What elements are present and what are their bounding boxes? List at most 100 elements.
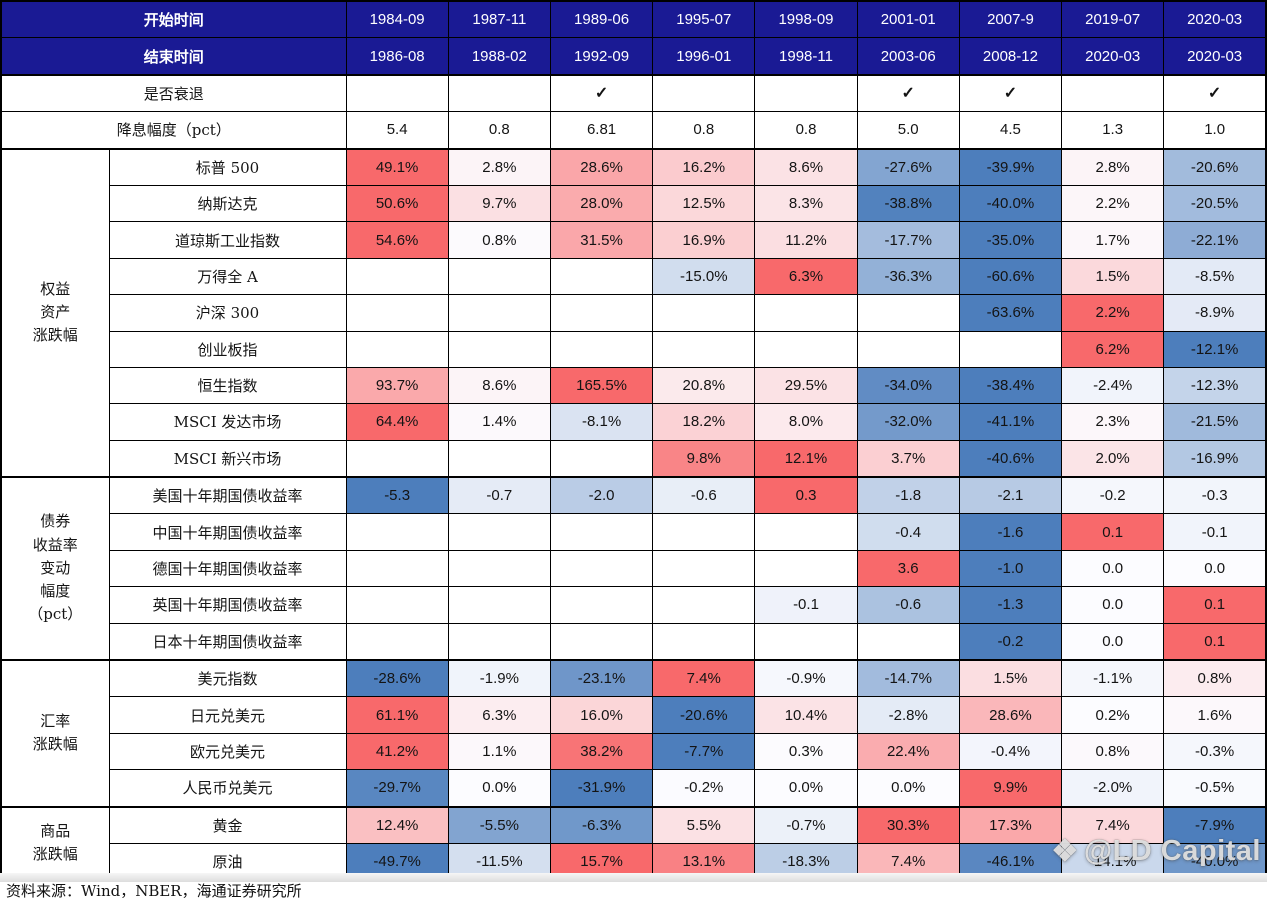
- value-cell: -12.1%: [1163, 330, 1267, 368]
- heatmap-table: 开始时间 1984-09 1987-11 1989-06 1995-07 1998-09 2…: [0, 0, 1267, 882]
- value-cell: 41.2%: [345, 732, 449, 771]
- value-cell: 3.7%: [856, 439, 960, 478]
- period-start-cell: 2001-01: [856, 0, 960, 39]
- rate-cut-cell: 5.0: [856, 111, 960, 150]
- value-cell: [345, 513, 449, 551]
- value-cell: -0.1: [1163, 513, 1267, 551]
- value-cell: [652, 622, 756, 661]
- value-cell: 11.2%: [754, 221, 858, 259]
- value-cell: 30.3%: [856, 805, 960, 844]
- value-cell: -17.7%: [856, 221, 960, 259]
- value-cell: -2.8%: [856, 696, 960, 734]
- value-cell: 0.8%: [447, 221, 551, 259]
- value-cell: 12.4%: [345, 805, 449, 844]
- value-cell: 2.0%: [1061, 439, 1165, 478]
- value-cell: 64.4%: [345, 403, 449, 441]
- value-cell: [754, 330, 858, 368]
- value-cell: 12.1%: [754, 439, 858, 478]
- rate-cut-cell: 4.5: [958, 111, 1063, 150]
- period-start-cell: 1989-06: [549, 0, 654, 39]
- value-cell: 8.0%: [754, 403, 858, 441]
- value-cell: -36.3%: [856, 257, 960, 296]
- period-start-cell: 2007-9: [958, 0, 1063, 39]
- recession-cell: [345, 73, 449, 113]
- value-cell: 29.5%: [754, 366, 858, 405]
- value-cell: -29.7%: [345, 769, 449, 808]
- value-cell: [549, 586, 654, 624]
- row-label: 美元指数: [108, 659, 347, 698]
- value-cell: 0.1: [1163, 622, 1267, 661]
- value-cell: -27.6%: [856, 147, 960, 186]
- value-cell: -40.0%: [958, 184, 1063, 223]
- row-label: 英国十年期国债收益率: [108, 586, 347, 624]
- row-label: 中国十年期国债收益率: [108, 513, 347, 551]
- value-cell: [345, 549, 449, 588]
- value-cell: 9.9%: [958, 769, 1063, 808]
- value-cell: -12.3%: [1163, 366, 1267, 405]
- value-cell: -7.9%: [1163, 805, 1267, 844]
- value-cell: 6.2%: [1061, 330, 1165, 368]
- value-cell: -0.2: [958, 622, 1063, 661]
- rate-cut-heatmap-table: 开始时间 1984-09 1987-11 1989-06 1995-07 1998-09 2…: [0, 0, 1267, 882]
- value-cell: -2.0: [549, 476, 654, 515]
- value-cell: [754, 294, 858, 332]
- value-cell: 31.5%: [549, 221, 654, 259]
- value-cell: [345, 330, 449, 368]
- value-cell: 17.3%: [958, 805, 1063, 844]
- value-cell: -21.5%: [1163, 403, 1267, 441]
- value-cell: 6.3%: [754, 257, 858, 296]
- value-cell: -22.1%: [1163, 221, 1267, 259]
- value-cell: 8.3%: [754, 184, 858, 223]
- value-cell: 8.6%: [447, 366, 551, 405]
- value-cell: -8.9%: [1163, 294, 1267, 332]
- value-cell: [447, 330, 551, 368]
- value-cell: 54.6%: [345, 221, 449, 259]
- value-cell: 1.7%: [1061, 221, 1165, 259]
- value-cell: [856, 294, 960, 332]
- value-cell: -1.1%: [1061, 659, 1165, 698]
- value-cell: 2.8%: [1061, 147, 1165, 186]
- value-cell: -8.1%: [549, 403, 654, 441]
- row-label: 沪深 300: [108, 294, 347, 332]
- value-cell: [856, 622, 960, 661]
- value-cell: -8.5%: [1163, 257, 1267, 296]
- value-cell: -60.6%: [958, 257, 1063, 296]
- period-start-cell: 2020-03: [1163, 0, 1267, 39]
- value-cell: 0.8%: [1061, 732, 1165, 771]
- group-label: 汇率 涨跌幅: [0, 659, 110, 808]
- value-cell: 93.7%: [345, 366, 449, 405]
- value-cell: 0.0: [1061, 586, 1165, 624]
- value-cell: -7.7%: [652, 732, 756, 771]
- value-cell: -5.3: [345, 476, 449, 515]
- rate-cut-cell: 0.8: [754, 111, 858, 150]
- value-cell: 0.8%: [1163, 659, 1267, 698]
- value-cell: -14.7%: [856, 659, 960, 698]
- recession-cell: [754, 73, 858, 113]
- recession-row-label: 是否衰退: [0, 73, 347, 113]
- value-cell: 7.4%: [1061, 805, 1165, 844]
- row-label: 标普 500: [108, 147, 347, 186]
- value-cell: 0.0: [1163, 549, 1267, 588]
- value-cell: 10.4%: [754, 696, 858, 734]
- value-cell: [652, 586, 756, 624]
- row-label: 创业板指: [108, 330, 347, 368]
- value-cell: -2.0%: [1061, 769, 1165, 808]
- period-end-cell: 1996-01: [652, 37, 756, 76]
- value-cell: 22.4%: [856, 732, 960, 771]
- value-cell: -0.1: [754, 586, 858, 624]
- value-cell: -38.8%: [856, 184, 960, 223]
- value-cell: -31.9%: [549, 769, 654, 808]
- value-cell: 28.0%: [549, 184, 654, 223]
- row-label: 黄金: [108, 805, 347, 844]
- value-cell: -1.9%: [447, 659, 551, 698]
- value-cell: [345, 294, 449, 332]
- period-start-cell: 2019-07: [1061, 0, 1165, 39]
- recession-cell: [1061, 73, 1165, 113]
- row-label: 美国十年期国债收益率: [108, 476, 347, 515]
- value-cell: 2.2%: [1061, 294, 1165, 332]
- value-cell: [447, 439, 551, 478]
- value-cell: [652, 549, 756, 588]
- rate-cut-cell: 5.4: [345, 111, 449, 150]
- value-cell: 0.1: [1163, 586, 1267, 624]
- value-cell: 0.0%: [754, 769, 858, 808]
